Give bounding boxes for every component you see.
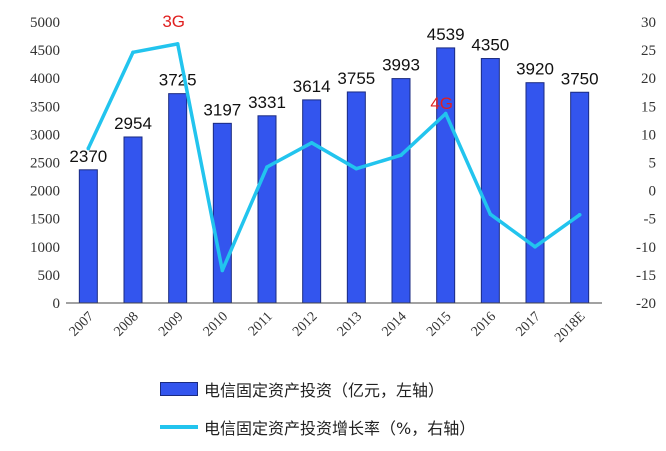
growth-line-point: [309, 141, 314, 145]
y-left-tick-label: 3000: [30, 127, 60, 143]
growth-line-point: [175, 42, 180, 46]
x-tick-label: 2013: [335, 309, 365, 339]
growth-line: [86, 42, 582, 273]
growth-line-series: [86, 42, 582, 273]
bar: [78, 169, 98, 304]
bar: [346, 91, 366, 304]
x-tick-label: 2007: [67, 309, 97, 339]
y-left-tick-label: 4000: [30, 71, 60, 87]
legend-item-line: 电信固定资产投资增长率（%，右轴）: [160, 414, 580, 440]
y-right-tick-label: 10: [641, 127, 656, 143]
x-tick-label: 2011: [246, 309, 276, 339]
bar: [391, 78, 411, 304]
bar-data-label: 3993: [382, 56, 420, 75]
legend-bar-label: 电信固定资产投资（亿元，左轴）: [204, 381, 445, 400]
x-tick-label: 2008: [111, 309, 141, 339]
bar: [257, 115, 277, 304]
y-left-tick-label: 2000: [30, 184, 60, 200]
x-tick-label: 2017: [513, 309, 543, 339]
bar: [570, 91, 590, 304]
x-tick-label: 2009: [156, 309, 186, 339]
y-right-tick-label: -15: [636, 268, 656, 284]
bar: [525, 82, 545, 304]
annotation-label: 4G: [430, 94, 453, 113]
y-left-tick-label: 4500: [30, 43, 60, 59]
x-tick-label: 2018E: [552, 309, 588, 345]
bar-series: [78, 47, 590, 304]
x-axis: 2007 2008 2009 2010 2011 2012 2013 2014 2015 2016…: [67, 309, 589, 345]
bar: [302, 99, 322, 304]
bar-data-label: 4539: [427, 25, 465, 44]
legend-line-swatch: [160, 425, 198, 429]
growth-line-point: [443, 111, 448, 116]
growth-line-point: [131, 50, 135, 55]
bar-data-label: 3725: [159, 71, 197, 90]
bar: [168, 93, 188, 304]
growth-line-point: [533, 245, 537, 249]
y-right-tick-label: 15: [641, 99, 656, 115]
y-left-tick-label: 500: [38, 268, 61, 284]
legend-bar-swatch: [160, 382, 198, 396]
growth-line-point: [354, 166, 359, 171]
growth-line-point: [265, 165, 269, 169]
y-right-tick-label: -10: [636, 240, 656, 256]
bar-data-label: 2954: [114, 114, 152, 133]
bar: [480, 58, 500, 304]
annotation-label: 3G: [162, 12, 185, 31]
y-right-tick-label: 25: [641, 43, 656, 59]
bar: [212, 122, 232, 304]
x-tick-label: 2014: [379, 309, 409, 339]
y-left-tick-label: 0: [53, 296, 61, 312]
y-left-tick-label: 1000: [30, 240, 60, 256]
growth-line-point: [488, 212, 493, 217]
y-left-axis: 0 500 1000 1500 2000 2500 3000 3500 4000 4500 5000: [30, 15, 60, 312]
y-left-tick-label: 3500: [30, 99, 60, 115]
annotations: 3G 4G: [162, 12, 453, 113]
y-right-tick-label: 0: [649, 184, 657, 200]
bar-data-label: 3920: [516, 60, 554, 79]
y-right-tick-label: 30: [641, 15, 656, 31]
growth-line-point: [220, 268, 225, 273]
y-right-tick-label: -5: [644, 212, 657, 228]
growth-line-point: [86, 146, 91, 151]
bar-data-label: 4350: [471, 36, 509, 55]
bar-data-label: 3755: [337, 69, 375, 88]
x-tick-label: 2015: [424, 309, 454, 339]
y-right-tick-label: -20: [636, 296, 656, 312]
y-left-tick-label: 1500: [30, 212, 60, 228]
growth-line-point: [577, 212, 582, 217]
growth-line-point: [399, 153, 403, 157]
y-left-tick-label: 2500: [30, 156, 60, 172]
legend-item-bar: 电信固定资产投资（亿元，左轴）: [160, 376, 580, 402]
bar-data-labels: 2370 2954 3725 3197 3331 3614 3755 3993 4539 4350…: [69, 25, 598, 166]
bar-data-label: 3197: [203, 100, 241, 119]
y-right-axis: -20 -15 -10 -5 0 5 10 15 20 25 30: [636, 15, 656, 312]
x-tick-label: 2016: [469, 309, 499, 339]
bar: [123, 136, 143, 304]
legend-line-label: 电信固定资产投资增长率（%，右轴）: [204, 419, 476, 438]
bar-data-label: 3331: [248, 93, 286, 112]
x-tick-label: 2012: [290, 309, 320, 339]
bar-data-label: 3614: [293, 77, 331, 96]
y-right-tick-label: 5: [649, 156, 657, 172]
bar-data-label: 2370: [69, 147, 107, 166]
x-tick-label: 2010: [201, 309, 231, 339]
bar: [436, 47, 456, 304]
y-right-tick-label: 20: [641, 71, 656, 87]
bar-data-label: 3750: [561, 69, 599, 88]
y-left-tick-label: 5000: [30, 15, 60, 31]
